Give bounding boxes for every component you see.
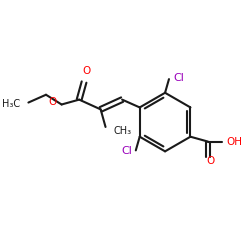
Text: OH: OH: [226, 136, 242, 146]
Text: Cl: Cl: [173, 73, 184, 83]
Text: Cl: Cl: [121, 146, 132, 156]
Text: O: O: [48, 96, 57, 106]
Text: O: O: [82, 66, 90, 76]
Text: CH₃: CH₃: [113, 126, 132, 136]
Text: O: O: [207, 156, 215, 166]
Text: H₃C: H₃C: [2, 100, 21, 110]
